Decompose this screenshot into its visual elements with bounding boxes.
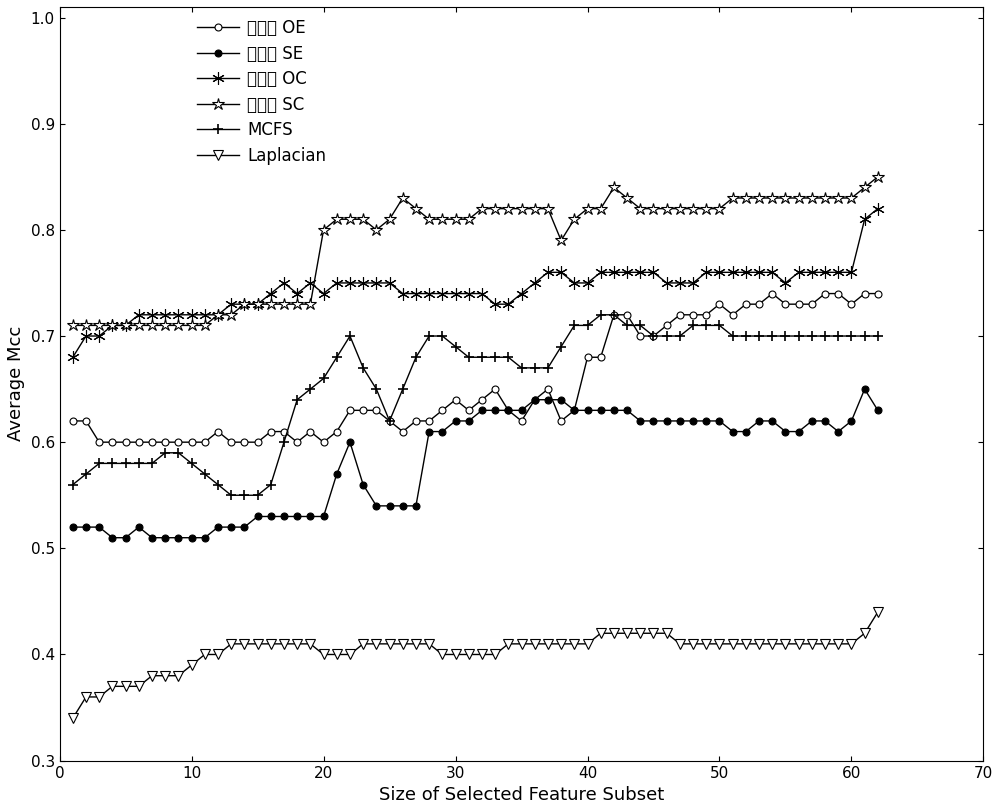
Laplacian (766, 639, 778, 649)
本发明 SC (133, 320, 145, 330)
本发明 SE (859, 384, 871, 394)
本发明 OE (793, 299, 805, 309)
本发明 SE (106, 533, 118, 543)
本发明 OE (67, 416, 79, 426)
Line: Laplacian: Laplacian (68, 607, 883, 723)
本发明 SC (555, 236, 567, 246)
Laplacian (859, 629, 871, 638)
本发明 SE (568, 406, 580, 415)
本发明 SC (278, 299, 290, 309)
MCFS (872, 331, 884, 341)
本发明 OE (291, 437, 303, 447)
本发明 SC (766, 193, 778, 203)
Line: 本发明 SE: 本发明 SE (69, 385, 881, 541)
本发明 OC (278, 278, 290, 288)
本发明 SE (779, 427, 791, 436)
本发明 SE (872, 406, 884, 415)
Line: 本发明 SC: 本发明 SC (67, 170, 884, 332)
Laplacian (225, 639, 237, 649)
本发明 OC (859, 214, 871, 224)
X-axis label: Size of Selected Feature Subset: Size of Selected Feature Subset (379, 786, 664, 804)
本发明 SC (67, 320, 79, 330)
本发明 OC (766, 268, 778, 277)
Laplacian (278, 639, 290, 649)
本发明 OC (872, 204, 884, 213)
Line: 本发明 OC: 本发明 OC (67, 203, 884, 363)
Line: 本发明 OE: 本发明 OE (69, 290, 881, 446)
本发明 OE (476, 395, 488, 405)
MCFS (238, 491, 250, 500)
本发明 SE (291, 512, 303, 521)
MCFS (67, 480, 79, 490)
本发明 SC (859, 182, 871, 192)
MCFS (595, 310, 607, 320)
MCFS (133, 458, 145, 468)
本发明 SE (67, 522, 79, 532)
本发明 OE (568, 406, 580, 415)
Line: MCFS: MCFS (68, 310, 883, 500)
MCFS (291, 395, 303, 405)
Legend: 本发明 OE, 本发明 SE, 本发明 OC, 本发明 SC, MCFS, Laplacian: 本发明 OE, 本发明 SE, 本发明 OC, 本发明 SC, MCFS, La… (197, 19, 326, 165)
本发明 OC (555, 268, 567, 277)
Laplacian (872, 607, 884, 617)
本发明 SC (225, 310, 237, 320)
Y-axis label: Average Mcc: Average Mcc (7, 326, 25, 441)
本发明 SE (238, 522, 250, 532)
MCFS (568, 320, 580, 330)
本发明 OE (146, 437, 158, 447)
本发明 OE (872, 289, 884, 298)
本发明 OC (133, 310, 145, 320)
MCFS (476, 353, 488, 363)
MCFS (225, 491, 237, 500)
Laplacian (67, 714, 79, 723)
本发明 SE (476, 406, 488, 415)
本发明 OC (67, 353, 79, 363)
本发明 SC (872, 172, 884, 182)
MCFS (793, 331, 805, 341)
本发明 OC (225, 299, 237, 309)
本发明 OE (766, 289, 778, 298)
本发明 OE (93, 437, 105, 447)
Laplacian (555, 639, 567, 649)
本发明 OE (238, 437, 250, 447)
Laplacian (133, 681, 145, 691)
本发明 SE (146, 533, 158, 543)
